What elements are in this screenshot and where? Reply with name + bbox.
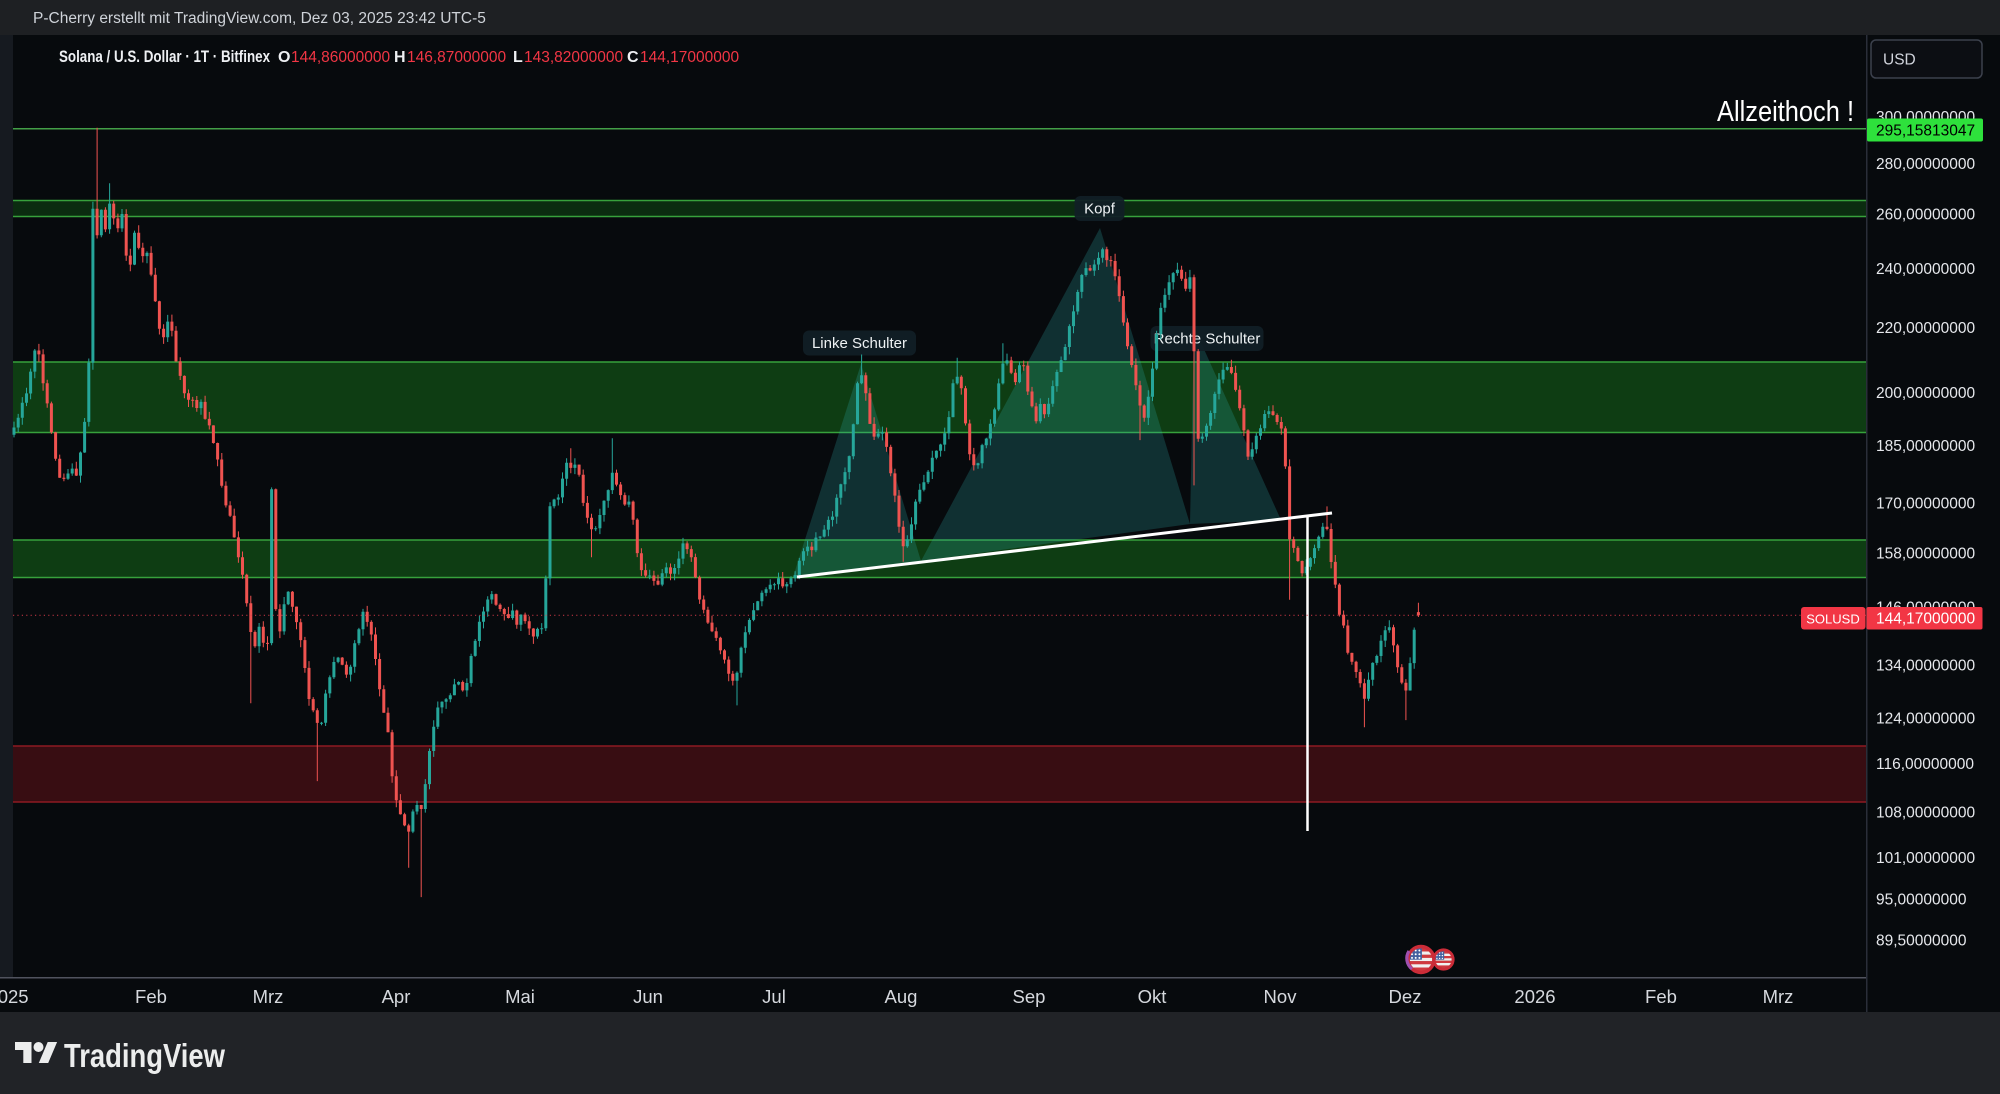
svg-text:95,00000000: 95,00000000 bbox=[1876, 892, 1967, 909]
svg-text:L: L bbox=[513, 49, 523, 66]
svg-text:144,17000000: 144,17000000 bbox=[1876, 611, 1976, 628]
svg-text:143,82000000: 143,82000000 bbox=[524, 49, 624, 66]
svg-text:Feb: Feb bbox=[1645, 986, 1677, 1007]
svg-text:H: H bbox=[394, 49, 406, 66]
svg-text:O: O bbox=[278, 49, 290, 66]
svg-text:144,17000000: 144,17000000 bbox=[640, 49, 740, 66]
svg-text:101,00000000: 101,00000000 bbox=[1876, 850, 1976, 867]
svg-text:240,00000000: 240,00000000 bbox=[1876, 261, 1976, 278]
svg-text:Feb: Feb bbox=[135, 986, 167, 1007]
svg-text:Linke Schulter: Linke Schulter bbox=[812, 335, 907, 352]
svg-text:Mai: Mai bbox=[505, 986, 535, 1007]
svg-text:2026: 2026 bbox=[1514, 986, 1555, 1007]
svg-text:220,00000000: 220,00000000 bbox=[1876, 320, 1976, 337]
svg-text:260,00000000: 260,00000000 bbox=[1876, 207, 1976, 224]
svg-text:Allzeithoch !: Allzeithoch ! bbox=[1717, 96, 1854, 128]
svg-text:Jun: Jun bbox=[633, 986, 663, 1007]
svg-text:170,00000000: 170,00000000 bbox=[1876, 496, 1976, 513]
svg-text:158,00000000: 158,00000000 bbox=[1876, 546, 1976, 563]
svg-text:Kopf: Kopf bbox=[1084, 201, 1116, 218]
svg-text:185,00000000: 185,00000000 bbox=[1876, 438, 1976, 455]
svg-text:134,00000000: 134,00000000 bbox=[1876, 658, 1976, 675]
svg-text:2025: 2025 bbox=[0, 986, 29, 1007]
svg-text:P-Cherry erstellt mit TradingV: P-Cherry erstellt mit TradingView.com, D… bbox=[33, 10, 486, 27]
svg-text:200,00000000: 200,00000000 bbox=[1876, 385, 1976, 402]
svg-text:Nov: Nov bbox=[1264, 986, 1298, 1007]
svg-text:280,00000000: 280,00000000 bbox=[1876, 156, 1976, 173]
svg-text:116,00000000: 116,00000000 bbox=[1876, 756, 1974, 773]
svg-text:295,15813047: 295,15813047 bbox=[1876, 123, 1975, 140]
svg-text:146,87000000: 146,87000000 bbox=[407, 49, 507, 66]
svg-text:Rechte Schulter: Rechte Schulter bbox=[1154, 331, 1261, 348]
svg-text:108,00000000: 108,00000000 bbox=[1876, 804, 1976, 821]
svg-text:SOLUSD: SOLUSD bbox=[1806, 612, 1859, 627]
svg-text:Aug: Aug bbox=[885, 986, 918, 1007]
svg-text:Mrz: Mrz bbox=[253, 986, 284, 1007]
svg-text:TradingView: TradingView bbox=[64, 1037, 225, 1074]
svg-text:USD: USD bbox=[1883, 52, 1916, 69]
svg-text:C: C bbox=[627, 49, 639, 66]
svg-text:124,00000000: 124,00000000 bbox=[1876, 710, 1976, 727]
svg-text:Okt: Okt bbox=[1138, 986, 1167, 1007]
svg-text:Apr: Apr bbox=[382, 986, 411, 1007]
svg-text:89,50000000: 89,50000000 bbox=[1876, 932, 1967, 949]
svg-text:Jul: Jul bbox=[762, 986, 786, 1007]
svg-text:Mrz: Mrz bbox=[1763, 986, 1794, 1007]
svg-text:Dez: Dez bbox=[1389, 986, 1422, 1007]
svg-text:Sep: Sep bbox=[1013, 986, 1046, 1007]
svg-text:Solana / U.S. Dollar · 1T · Bi: Solana / U.S. Dollar · 1T · Bitfinex bbox=[59, 47, 270, 66]
svg-text:144,86000000: 144,86000000 bbox=[291, 49, 391, 66]
